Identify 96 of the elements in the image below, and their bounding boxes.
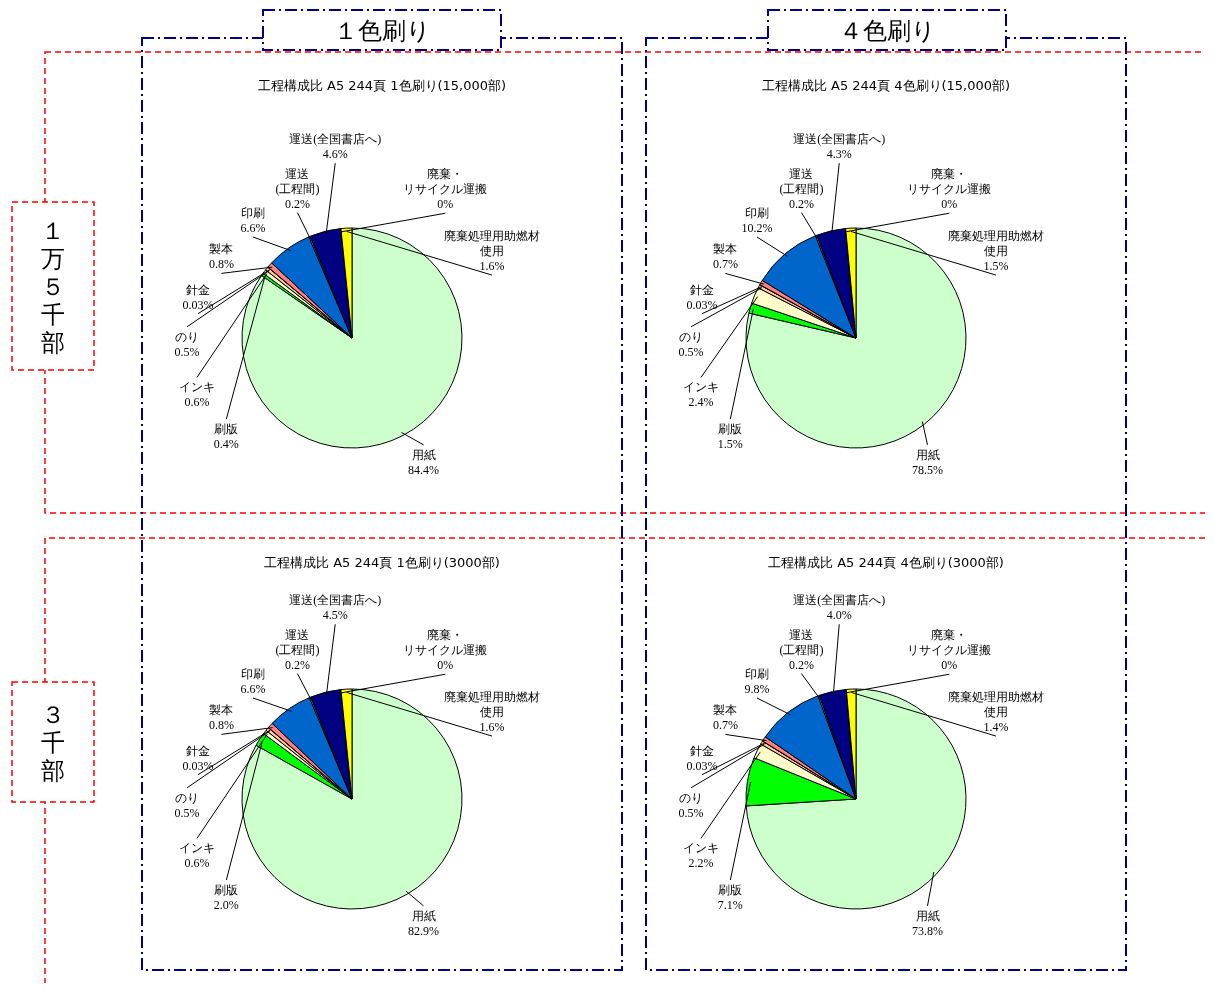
slice-label: インキ [682,841,719,856]
slice-label: 運送(工程間) [779,627,824,657]
chart-title: 工程構成比 A5 244頁 4色刷り(15,000部) [761,78,1011,93]
text: 0% [437,658,454,673]
slice-label: インキ [178,380,215,395]
category-label: 廃棄・リサイクル運搬 [403,628,488,658]
slice-label: 用紙 [915,447,940,462]
data-label: 0.6% [184,395,210,410]
data-label: 0.7% [712,718,738,733]
data-label: 82.9% [408,923,439,938]
chart-title: 工程構成比 A5 244頁 4色刷り(3000部) [768,555,1004,570]
data-label: 0.2% [788,657,814,672]
slice-label: 運送(全国書店へ) [793,132,886,147]
slice-label: 運送(全国書店へ) [793,593,886,608]
slice-label: 製本 [713,242,738,257]
data-label: 0.5% [174,344,200,359]
slice-label: インキ [682,380,719,395]
data-label: 1.4% [983,720,1009,735]
data-label: 0.03% [686,758,718,773]
slice-label: 製本 [209,242,234,257]
data-label: 73.8% [912,923,943,938]
data-label: 4.3% [826,147,852,162]
slice-label: のり [175,790,200,805]
data-label: 0.2% [284,657,310,672]
slice-label: 針金 [185,282,210,297]
data-label: 0.03% [182,297,214,312]
data-label: 7.1% [717,898,743,913]
text: 0% [437,197,454,212]
data-label: 2.4% [688,395,714,410]
data-label: 9.8% [744,682,770,697]
data-label: 2.0% [213,898,239,913]
slice-label: 針金 [185,743,210,758]
slice-label: 用紙 [915,908,940,923]
data-label: 1.5% [983,259,1009,274]
slice-label: 運送(工程間) [275,166,320,196]
data-label: 0.03% [686,297,718,312]
data-label: 0.7% [712,257,738,272]
data-label: 0.03% [182,758,214,773]
slice-label: インキ [178,841,215,856]
slice-label: 印刷 [745,206,770,221]
slice-label: 針金 [689,282,714,297]
category-label: 廃棄・リサイクル運搬 [907,167,992,197]
slice-label: 運送(工程間) [275,627,320,657]
slice-label: 廃棄処理用助燃材使用 [443,229,540,259]
slice-label: 印刷 [241,667,266,682]
slice-label: 廃棄処理用助燃材使用 [443,690,540,720]
data-label: 10.2% [741,221,773,236]
slice-label: 用紙 [411,908,436,923]
slice-label: 製本 [209,703,234,718]
text: 0% [941,658,958,673]
data-label: 4.6% [322,147,348,162]
text: ４色刷り [838,17,936,45]
data-label: 2.2% [688,856,714,871]
data-label: 0.8% [208,718,234,733]
text: １万５千部 [41,217,65,357]
text: １色刷り [333,17,431,45]
chart-title: 工程構成比 A5 244頁 1色刷り(15,000部) [257,78,507,93]
data-label: 4.5% [322,608,348,623]
data-label: 0.5% [678,344,704,359]
data-label: 0.2% [284,196,310,211]
chart-title: 工程構成比 A5 244頁 1色刷り(3000部) [264,555,500,570]
slice-label: 製本 [713,703,738,718]
slice-label: のり [679,329,704,344]
slice-label: 刷版 [214,422,239,437]
data-label: 78.5% [912,462,943,477]
slice-label: 針金 [689,743,714,758]
slice-label: 運送(全国書店へ) [289,132,382,147]
category-label: 廃棄・リサイクル運搬 [403,167,488,197]
slice-label: 刷版 [214,883,239,898]
slice-label: 運送(工程間) [779,166,824,196]
data-label: 0.4% [213,437,239,452]
slice-label: 廃棄処理用助燃材使用 [947,229,1044,259]
data-label: 1.5% [717,437,743,452]
data-label: 0.6% [184,856,210,871]
slice-label: 廃棄処理用助燃材使用 [947,690,1044,720]
slice-label: 刷版 [718,422,743,437]
data-label: 1.6% [479,259,505,274]
data-label: 6.6% [240,682,266,697]
data-label: 6.6% [240,221,266,236]
slice-label: 刷版 [718,883,743,898]
text: ３千部 [41,701,65,785]
slice-label: 運送(全国書店へ) [289,593,382,608]
slice-label: 用紙 [411,447,436,462]
slice-label: のり [679,790,704,805]
slice-label: 印刷 [241,206,266,221]
data-label: 84.4% [408,462,439,477]
slice-label: 印刷 [745,667,770,682]
data-label: 0.5% [678,805,704,820]
data-label: 4.0% [826,608,852,623]
data-label: 0.8% [208,257,234,272]
text: 0% [941,197,958,212]
slice-label: のり [175,329,200,344]
data-label: 1.6% [479,720,505,735]
data-label: 0.2% [788,196,814,211]
category-label: 廃棄・リサイクル運搬 [907,628,992,658]
data-label: 0.5% [174,805,200,820]
